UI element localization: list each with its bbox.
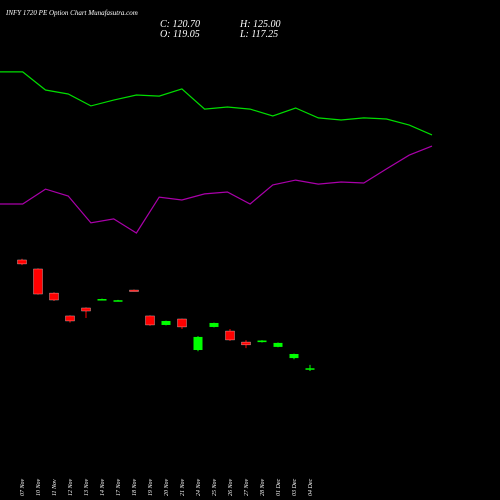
x-tick-label: 07 Nov [20, 478, 26, 496]
candle-body [49, 292, 59, 301]
open-text: O: 119.05 [160, 29, 200, 40]
candle-body [305, 368, 315, 370]
candle-body [97, 299, 107, 301]
candle-body [225, 330, 235, 341]
candle-body [209, 322, 219, 327]
x-tick-label: 19 Nov [148, 478, 154, 496]
candle-body [65, 315, 75, 322]
indicator-line [0, 145, 433, 234]
high-text: H: 125.00 [239, 19, 281, 30]
low-text: L: 117.25 [239, 29, 278, 40]
candle-body [177, 318, 187, 328]
candle-body [273, 342, 283, 347]
x-tick-label: 10 Nov [36, 478, 42, 496]
x-tick-label: 18 Nov [132, 478, 138, 496]
x-tick-label: 17 Nov [116, 478, 122, 496]
x-tick-label: 11 Nov [52, 479, 58, 496]
x-tick-label: 25 Nov [212, 478, 218, 496]
chart-title: INFY 1720 PE Option Chart Munafasutra.co… [5, 9, 138, 17]
x-tick-label: 27 Nov [244, 478, 250, 496]
x-tick-label: 26 Nov [228, 478, 234, 496]
candle-body [289, 354, 299, 359]
candle-body [145, 315, 155, 326]
x-tick-label: 03 Dec [292, 479, 298, 496]
candle-body [193, 336, 203, 351]
x-tick-label: 20 Nov [164, 478, 170, 496]
candle-body [161, 320, 171, 325]
candle-body [81, 307, 91, 312]
x-tick-label: 14 Nov [99, 478, 106, 496]
indicator-line [0, 71, 433, 136]
x-tick-label: 21 Nov [180, 478, 186, 496]
candle-body [129, 289, 139, 292]
x-tick-label: 28 Nov [260, 478, 266, 496]
candle-body [33, 268, 43, 295]
candle-body [241, 341, 251, 346]
x-tick-label: 24 Nov [195, 478, 202, 496]
candle-body [17, 259, 27, 265]
candle-body [257, 340, 267, 343]
x-tick-label: 04 Dec [307, 479, 314, 496]
close-text: C: 120.70 [160, 19, 200, 30]
x-tick-label: 12 Nov [68, 478, 74, 496]
x-tick-label: 01 Dec [276, 479, 282, 496]
x-tick-label: 13 Nov [84, 478, 90, 496]
candle-body [113, 300, 123, 302]
